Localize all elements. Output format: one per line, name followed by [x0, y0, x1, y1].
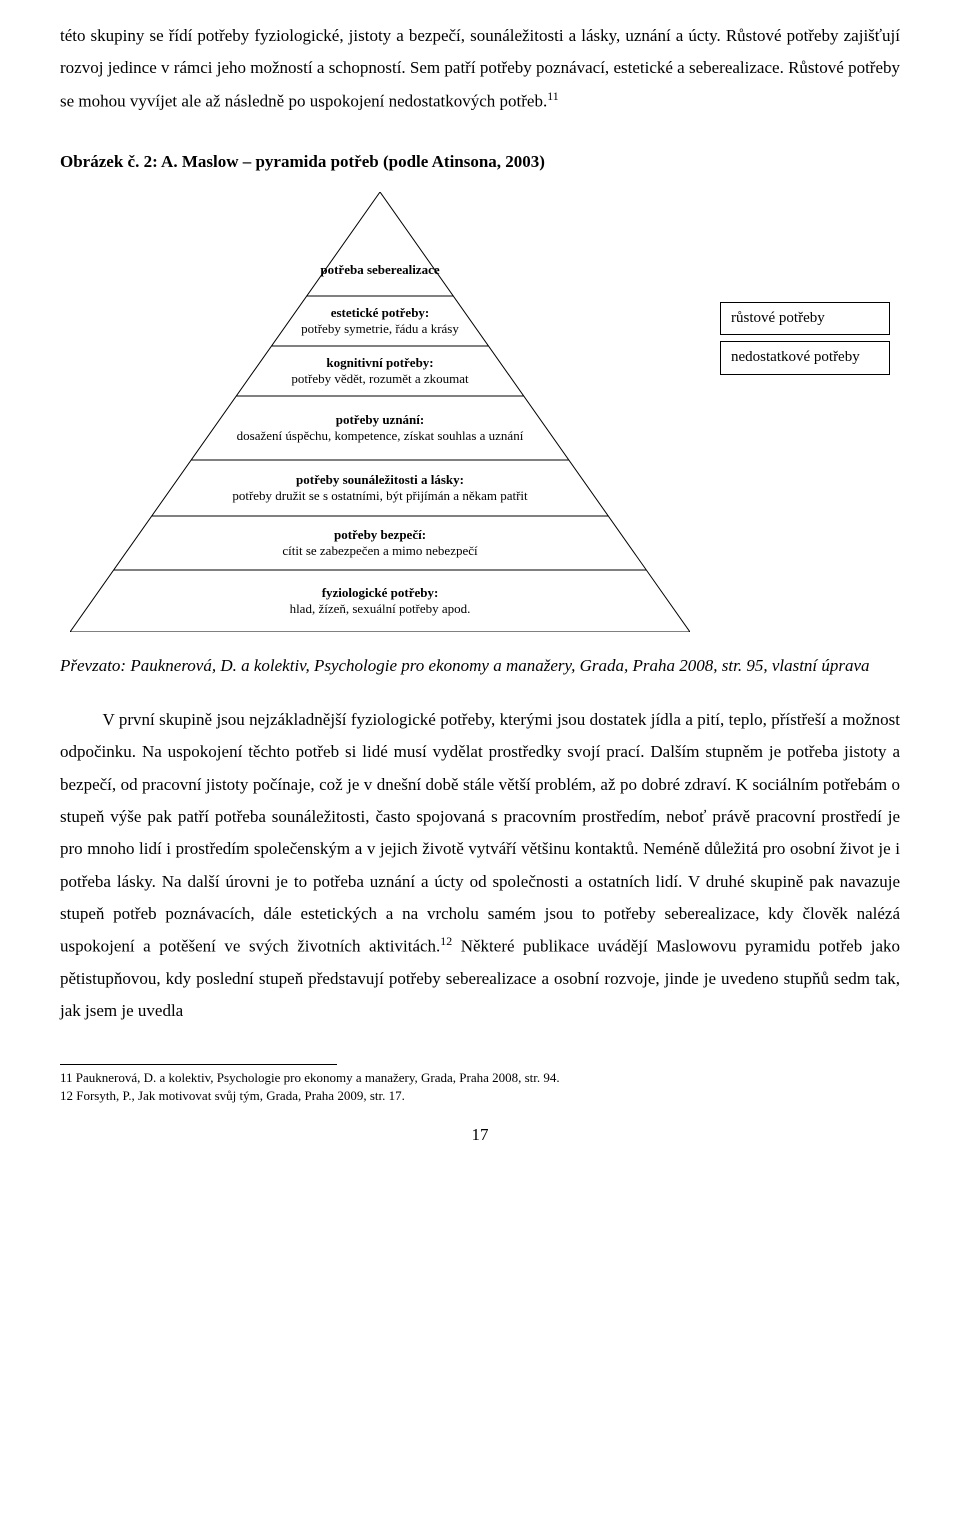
maslow-pyramid-figure: potřeba seberealizaceestetické potřeby:p…	[70, 192, 890, 632]
side-box-growth: růstové potřeby	[720, 302, 890, 336]
figure-caption: Obrázek č. 2: A. Maslow – pyramida potře…	[60, 146, 900, 178]
footnotes: 11 Pauknerová, D. a kolektiv, Psychologi…	[60, 1069, 900, 1105]
side-boxes: růstové potřeby nedostatkové potřeby	[720, 302, 890, 381]
footnote-12: 12 Forsyth, P., Jak motivovat svůj tým, …	[60, 1087, 900, 1105]
paragraph-body: V první skupině jsou nejzákladnější fyzi…	[60, 704, 900, 1028]
side-box-deficiency: nedostatkové potřeby	[720, 341, 890, 375]
footnote-11: 11 Pauknerová, D. a kolektiv, Psychologi…	[60, 1069, 900, 1087]
text: V první skupině jsou nejzákladnější fyzi…	[60, 710, 900, 956]
paragraph-intro: této skupiny se řídí potřeby fyziologick…	[60, 20, 900, 118]
figure-source: Převzato: Pauknerová, D. a kolektiv, Psy…	[60, 650, 900, 682]
footnote-ref-12: 12	[440, 934, 452, 948]
pyramid-svg	[70, 192, 690, 632]
page-number: 17	[60, 1119, 900, 1151]
text: této skupiny se řídí potřeby fyziologick…	[60, 26, 900, 110]
text: Převzato: Pauknerová, D. a kolektiv, Psy…	[60, 656, 870, 675]
pyramid-shape	[70, 192, 690, 632]
footnote-ref-11: 11	[547, 89, 558, 103]
